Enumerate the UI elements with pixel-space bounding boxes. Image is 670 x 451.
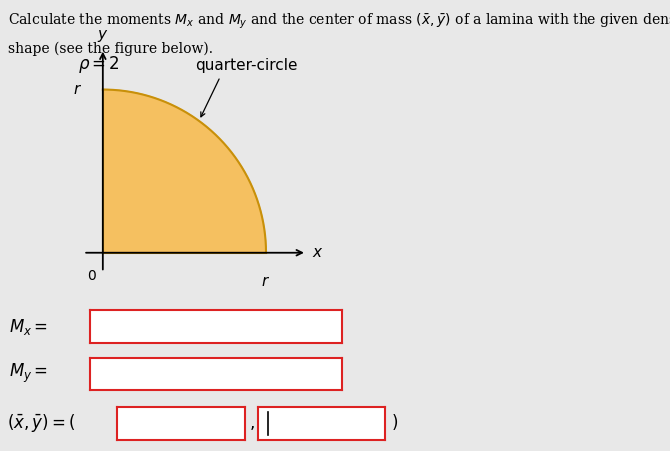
Text: $M_y =$: $M_y =$ — [9, 362, 48, 386]
Text: 0: 0 — [87, 269, 96, 283]
Text: ): ) — [392, 414, 399, 433]
Text: shape (see the figure below).: shape (see the figure below). — [8, 41, 213, 56]
Polygon shape — [103, 90, 266, 253]
Text: $M_x =$: $M_x =$ — [9, 317, 48, 336]
Text: $y$: $y$ — [97, 28, 109, 44]
Text: $r$: $r$ — [72, 82, 82, 97]
Text: $x$: $x$ — [312, 245, 323, 260]
Text: quarter-circle: quarter-circle — [195, 58, 297, 73]
Text: ,: , — [250, 414, 255, 433]
Text: $(\bar{x}, \bar{y}) = ($: $(\bar{x}, \bar{y}) = ($ — [7, 413, 75, 434]
Text: Calculate the moments $M_x$ and $M_y$ and the center of mass $(\bar{x}, \bar{y}): Calculate the moments $M_x$ and $M_y$ an… — [8, 11, 670, 31]
Text: $\rho = 2$: $\rho = 2$ — [78, 54, 121, 75]
Text: $r$: $r$ — [261, 274, 271, 289]
